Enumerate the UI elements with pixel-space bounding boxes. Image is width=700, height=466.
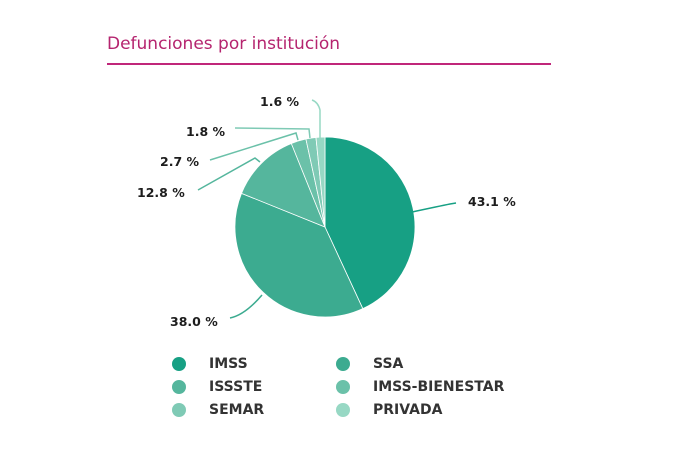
legend-item: IMSS-BIENESTAR <box>336 377 536 397</box>
legend: IMSS SSA ISSSTE IMSS-BIENESTAR SEMAR PRIVADA <box>172 354 536 420</box>
legend-dot-icon <box>172 357 186 371</box>
leader-line <box>411 202 457 213</box>
leader-line <box>229 294 263 319</box>
legend-dot-icon <box>336 357 350 371</box>
data-label: 1.6 % <box>260 94 299 109</box>
data-label: 2.7 % <box>160 154 199 169</box>
legend-item: SSA <box>336 354 536 374</box>
leader-line <box>311 99 321 138</box>
data-label: 38.0 % <box>170 314 218 329</box>
legend-dot-icon <box>172 380 186 394</box>
legend-item: PRIVADA <box>336 400 536 420</box>
data-label: 43.1 % <box>468 194 516 209</box>
legend-label: PRIVADA <box>373 402 443 418</box>
legend-item: ISSSTE <box>172 377 336 397</box>
chart-title: Defunciones por institución <box>107 34 341 54</box>
legend-label: IMSS-BIENESTAR <box>373 379 505 395</box>
pie-slice-imss <box>324 136 416 310</box>
legend-item: SEMAR <box>172 400 336 420</box>
pie-slice-issste <box>241 143 326 228</box>
legend-label: SSA <box>373 356 404 372</box>
legend-item: IMSS <box>172 354 336 374</box>
leader-line <box>197 157 261 191</box>
legend-dot-icon <box>336 403 350 417</box>
data-label: 12.8 % <box>137 185 185 200</box>
data-label: 1.8 % <box>186 124 225 139</box>
leader-line <box>209 132 299 161</box>
title-underline <box>107 63 551 65</box>
legend-dot-icon <box>172 403 186 417</box>
legend-label: ISSSTE <box>209 379 263 395</box>
legend-label: SEMAR <box>209 402 265 418</box>
pie-slice-ssa <box>234 192 364 318</box>
leader-line <box>234 127 311 139</box>
legend-label: IMSS <box>209 356 248 372</box>
legend-dot-icon <box>336 380 350 394</box>
